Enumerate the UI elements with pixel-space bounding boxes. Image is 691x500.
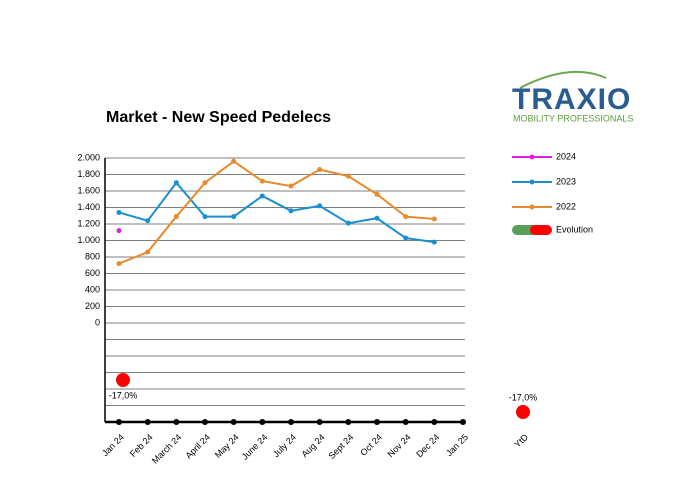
x-tick-label: July 24 [271, 432, 298, 459]
x-tick-dot [460, 419, 466, 425]
x-tick-dot [144, 419, 151, 425]
point [345, 220, 351, 226]
legend-label: 2022 [556, 201, 576, 211]
ytd-dot [516, 405, 530, 419]
x-tick-dot [202, 419, 208, 425]
series-line [118, 181, 435, 244]
legend-label: 2024 [556, 151, 576, 161]
point [403, 235, 409, 241]
point [116, 209, 122, 215]
y-tick-label: 1.800 [77, 169, 100, 179]
x-tick-dot [316, 419, 323, 425]
x-tick-dot [374, 419, 380, 425]
point [317, 167, 323, 173]
point [231, 158, 237, 164]
y-tick-label: 200 [85, 301, 100, 311]
legend-swatch [530, 225, 552, 235]
legend-dot [529, 179, 535, 185]
point [173, 180, 179, 186]
chart-title: Market - New Speed Pedelecs [106, 109, 331, 126]
y-tick-label: 1.000 [77, 235, 100, 245]
logo-tagline: MOBILITY PROFESSIONALS [513, 113, 633, 123]
point [374, 215, 380, 221]
series-line [118, 160, 435, 265]
logo-arc [519, 70, 607, 89]
y-tick-label: 400 [85, 284, 100, 294]
legend-label: Evolution [556, 224, 593, 234]
x-tick-dot [288, 419, 294, 425]
point [231, 214, 237, 220]
point [259, 193, 265, 199]
point [202, 180, 208, 186]
point [116, 261, 122, 267]
x-tick-dot [431, 419, 438, 425]
x-tick-label: Aug 24 [300, 432, 327, 459]
y-tick-label: 1.600 [77, 185, 100, 195]
point [374, 191, 380, 197]
y-tick-label: 600 [85, 268, 100, 278]
x-tick-dot [173, 419, 180, 425]
ytd-label: YtD [512, 432, 530, 450]
point [431, 239, 437, 245]
point [288, 208, 294, 214]
x-tick-label: March 24 [150, 432, 184, 466]
evolution-dot [116, 373, 130, 387]
logo: TRAXIO [512, 83, 631, 116]
ytd-value-label: -17,0% [509, 392, 538, 402]
point [202, 214, 208, 220]
x-tick-label: Dec 24 [414, 432, 441, 459]
x-tick-label: Feb 24 [128, 432, 155, 459]
point [259, 178, 265, 184]
x-tick-label: Sept 24 [326, 432, 355, 461]
point [288, 183, 294, 189]
x-tick-label: Jan 25 [444, 432, 470, 458]
y-tick-label: 1.400 [77, 202, 100, 212]
point [145, 218, 151, 224]
evolution-label: -17,0% [109, 390, 138, 400]
x-tick-label: June 24 [240, 432, 270, 462]
point [403, 214, 409, 220]
x-tick-label: Oct 24 [358, 432, 384, 458]
point [345, 173, 351, 179]
x-tick-label: Nov 24 [386, 432, 413, 459]
y-tick-label: 2.000 [77, 152, 100, 162]
x-tick-label: Jan 24 [100, 432, 126, 458]
y-tick-label: 0 [95, 317, 100, 327]
point [431, 216, 437, 222]
x-tick-dot [116, 419, 122, 425]
legend-label: 2023 [556, 176, 576, 186]
x-tick-dot [402, 419, 409, 425]
x-tick-dot [230, 419, 237, 425]
point [173, 214, 179, 220]
x-tick-label: April 24 [183, 432, 212, 461]
x-tick-dot [259, 419, 266, 425]
y-tick-label: 800 [85, 251, 100, 261]
legend-dot [529, 204, 535, 210]
legend-dot [529, 154, 535, 160]
point [116, 228, 122, 234]
y-tick-label: 1.200 [77, 218, 100, 228]
point [145, 249, 151, 255]
point [317, 203, 323, 209]
x-tick-label: May 24 [213, 432, 241, 460]
x-tick-dot [345, 419, 352, 425]
